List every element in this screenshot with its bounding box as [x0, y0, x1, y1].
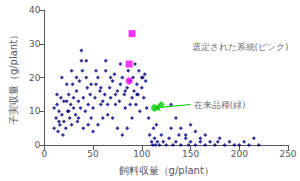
svg-text:子実収量（g/plant）: 子実収量（g/plant）: [8, 30, 19, 125]
svg-text:200: 200: [231, 149, 248, 159]
svg-text:0: 0: [35, 140, 41, 150]
svg-text:飼料収量（g/plant）: 飼料収量（g/plant）: [119, 165, 214, 176]
svg-text:30: 30: [29, 39, 41, 49]
svg-text:100: 100: [133, 149, 150, 159]
svg-text:10: 10: [29, 106, 41, 116]
svg-text:20: 20: [29, 73, 41, 83]
svg-text:選定された系統(ピンク): 選定された系統(ピンク): [192, 42, 289, 52]
svg-text:50: 50: [87, 149, 99, 159]
svg-text:150: 150: [182, 149, 199, 159]
svg-text:250: 250: [279, 149, 296, 159]
svg-text:40: 40: [29, 5, 41, 15]
svg-text:在来品種(緑): 在来品種(緑): [194, 100, 246, 110]
svg-text:0: 0: [41, 149, 47, 159]
